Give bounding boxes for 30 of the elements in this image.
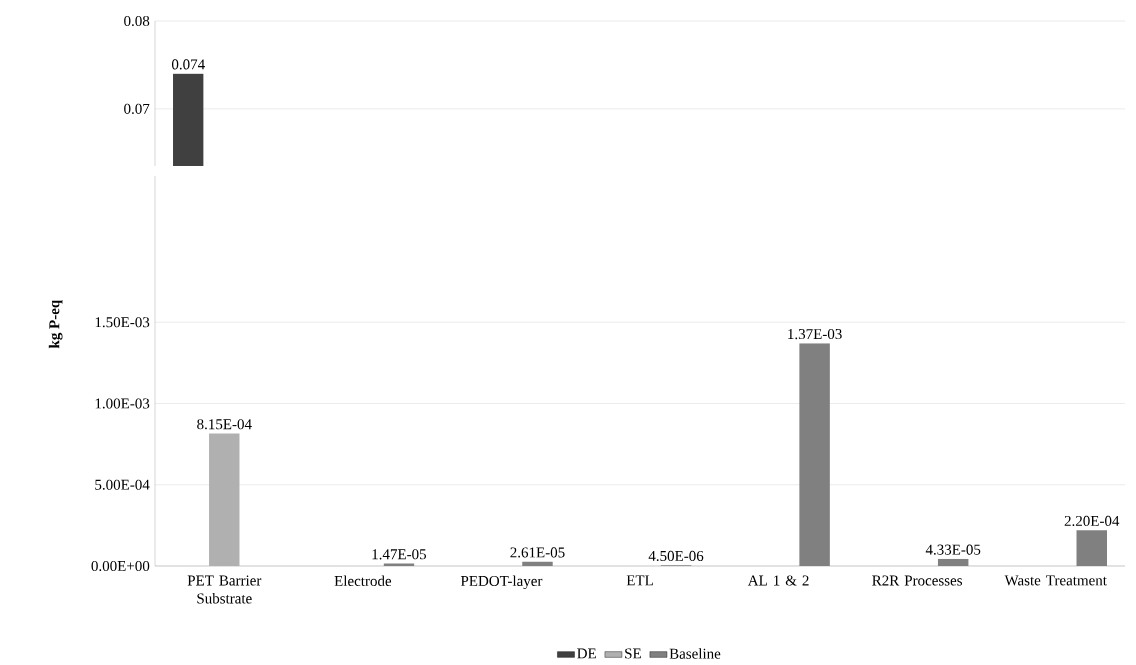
y-axis-title: kg P-eq [48,300,63,349]
data-label: 2.20E-04 [1064,515,1120,527]
x-tick-label: ETL [626,575,653,586]
x-tick-label: PET Barrier Substrate [187,575,262,604]
bar [1076,530,1107,567]
x-tick-label: PEDOT-layer [460,575,543,590]
x-tick-label: AL 1 & 2 [747,575,809,586]
bar [209,433,240,567]
data-label: 2.61E-05 [510,547,565,558]
bar [799,343,830,567]
data-label: 4.50E-06 [648,550,704,562]
data-label: 4.33E-05 [925,544,981,555]
y-tick-label: 1.50E-03 [95,317,150,328]
x-tick-label: Waste Treatment [1004,575,1107,586]
data-label: 0.074 [171,59,205,70]
bar [522,561,553,567]
x-tick-label: R2R Processes [872,575,963,586]
y-tick-label: 5.00E-04 [95,479,150,490]
y-tick-label: 0.00E+00 [91,560,150,572]
bar [937,559,969,567]
y-tick-label: 0.08 [124,15,150,27]
data-label: 1.37E-03 [788,329,842,340]
legend-label: SE [625,648,641,659]
data-label: 8.15E-04 [197,419,252,430]
y-tick-label: 0.07 [124,103,150,115]
data-label: 1.47E-05 [372,549,427,560]
y-tick-label: 1.00E-03 [95,398,150,409]
x-tick-label: Electrode [334,575,392,587]
legend-label: DE [577,648,596,659]
legend-label: Baseline [669,648,721,659]
